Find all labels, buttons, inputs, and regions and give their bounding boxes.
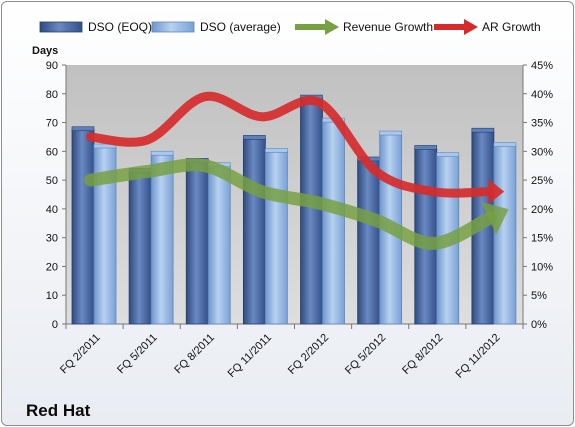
bar-top-dso-eoq	[243, 135, 266, 140]
y2-tick-label: 5%	[531, 290, 547, 302]
legend-swatch	[151, 21, 195, 33]
bar-dso-average	[322, 120, 345, 325]
ar-growth-line	[86, 91, 495, 198]
bar-dso-eoq	[300, 97, 323, 325]
bar-top-dso-average	[436, 152, 460, 157]
legend-label: Revenue Growth	[343, 20, 433, 34]
y2-tick-label: 25%	[531, 175, 553, 187]
y-tick-label: 80	[46, 89, 58, 101]
bar-dso-average	[207, 165, 231, 325]
y2-tick-label: 15%	[531, 233, 553, 245]
y-tick-label: 30	[46, 233, 58, 245]
company-name: Red Hat	[26, 401, 91, 420]
y2-tick-label: 40%	[531, 89, 553, 101]
bar-top-dso-average	[265, 148, 288, 153]
bar-top-dso-average	[493, 142, 517, 147]
y-tick-label: 60	[46, 146, 58, 158]
bar-dso-eoq	[357, 159, 381, 325]
bar-dso-eoq	[128, 171, 152, 325]
y-tick-label: 0	[52, 319, 58, 331]
bar-dso-average	[150, 153, 174, 325]
y2-tick-label: 0%	[531, 319, 547, 331]
y2-tick-label: 10%	[531, 261, 553, 273]
y-tick-label: 70	[46, 118, 58, 130]
bar-dso-eoq	[185, 161, 209, 325]
legend-arrowhead	[464, 19, 478, 35]
legend-swatch	[39, 21, 83, 33]
y2-tick-label: 30%	[531, 146, 553, 158]
y-tick-label: 50	[46, 175, 58, 187]
x-tick-label: FQ 5/2012	[343, 332, 388, 377]
x-tick-label: FQ 11/2011	[226, 332, 274, 380]
ar-growth-arrowhead	[488, 179, 505, 205]
revenue-growth-line	[84, 158, 497, 250]
bar-top-dso-average	[379, 130, 402, 136]
x-tick-label: FQ 8/2012	[400, 332, 445, 377]
legend-arrowhead	[325, 19, 339, 35]
y-tick-label: 10	[46, 290, 58, 302]
bar-dso-average	[264, 150, 288, 325]
y2-tick-label: 35%	[531, 118, 553, 130]
bar-dso-eoq	[242, 137, 266, 325]
y-tick-label: 90	[46, 60, 58, 72]
legend-label: AR Growth	[482, 20, 541, 34]
y2-tick-label: 45%	[531, 60, 553, 72]
bar-dso-eoq	[71, 129, 95, 325]
y-axis-title: Days	[32, 45, 58, 57]
y2-tick-label: 20%	[531, 204, 553, 216]
y-tick-label: 20	[46, 261, 58, 273]
x-tick-label: FQ 2/2012	[286, 332, 331, 377]
revenue-growth-arrowhead	[481, 201, 509, 235]
bar-top-dso-average	[93, 143, 117, 149]
legend-label: DSO (average)	[200, 20, 281, 34]
legend-label: DSO (EOQ)	[88, 20, 152, 34]
x-tick-label: FQ 11/2012	[454, 332, 503, 381]
x-tick-label: FQ 8/2011	[172, 332, 217, 377]
bar-top-dso-eoq	[71, 126, 95, 132]
bar-dso-average	[493, 145, 517, 325]
x-tick-label: FQ 2/2011	[58, 332, 103, 377]
bar-top-dso-eoq	[414, 145, 438, 150]
y-tick-label: 40	[46, 204, 58, 216]
x-tick-label: FQ 5/2011	[115, 332, 160, 377]
bar-top-dso-average	[150, 150, 174, 156]
bar-top-dso-eoq	[471, 127, 495, 133]
